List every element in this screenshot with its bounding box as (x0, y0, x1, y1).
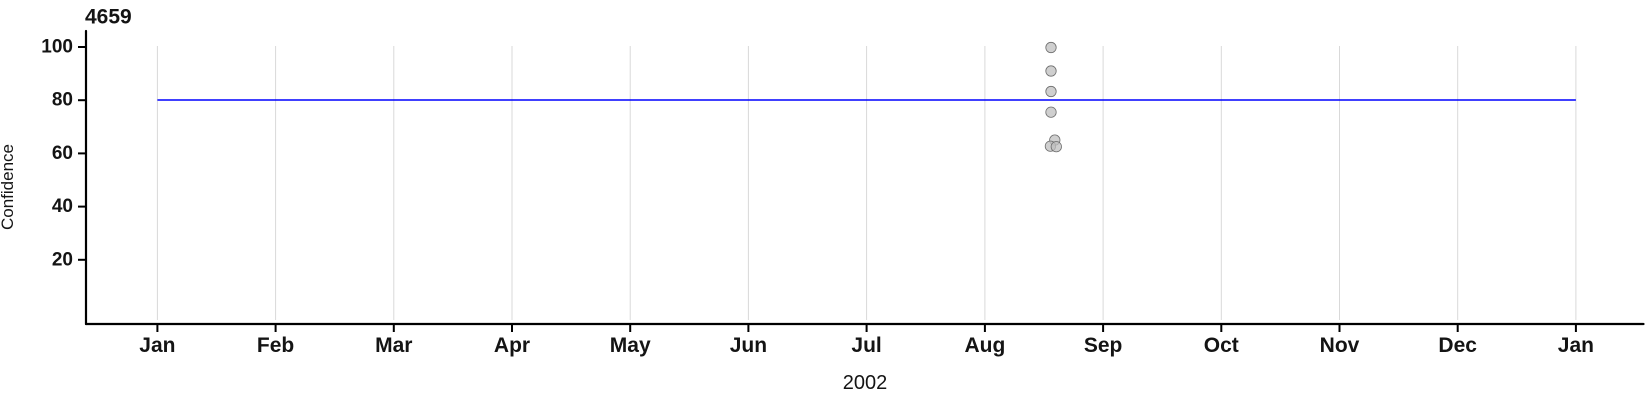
svg-text:Dec: Dec (1438, 334, 1477, 357)
svg-text:Apr: Apr (494, 334, 530, 357)
svg-text:Feb: Feb (257, 334, 294, 357)
svg-text:60: 60 (52, 143, 73, 164)
svg-text:100: 100 (41, 37, 73, 58)
svg-text:Jan: Jan (139, 334, 175, 357)
svg-text:4659: 4659 (85, 6, 132, 29)
svg-text:Jan: Jan (1558, 334, 1594, 357)
svg-text:Mar: Mar (375, 334, 412, 357)
svg-text:Jun: Jun (730, 334, 767, 357)
svg-text:Confidence: Confidence (0, 144, 17, 230)
svg-text:80: 80 (52, 90, 73, 111)
svg-text:May: May (610, 334, 651, 357)
svg-text:Nov: Nov (1320, 334, 1360, 357)
svg-text:40: 40 (52, 196, 73, 217)
svg-text:Sep: Sep (1084, 334, 1123, 357)
svg-text:20: 20 (52, 249, 73, 270)
svg-text:Jul: Jul (851, 334, 881, 357)
svg-text:Oct: Oct (1204, 334, 1239, 357)
svg-text:Aug: Aug (964, 334, 1005, 357)
svg-text:2002: 2002 (843, 372, 888, 394)
